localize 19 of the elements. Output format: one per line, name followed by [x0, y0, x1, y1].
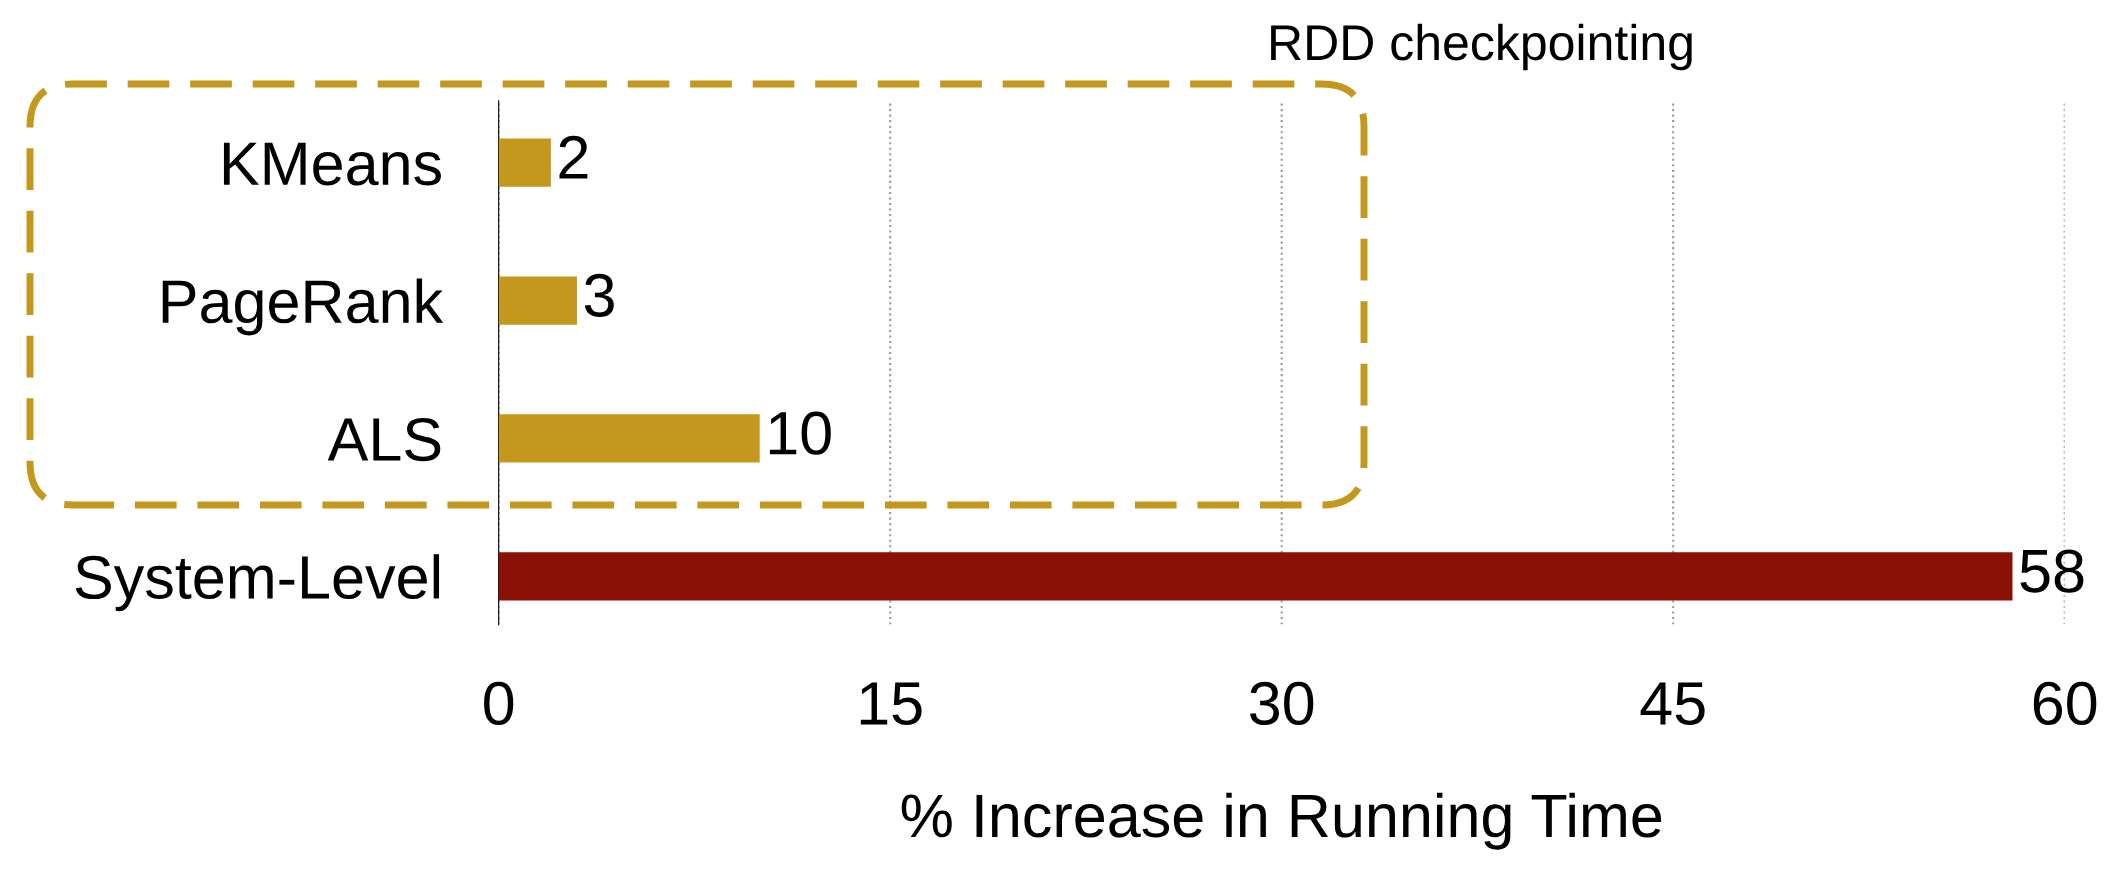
bar	[498, 276, 577, 325]
bar	[498, 414, 760, 463]
data-label: 2	[559, 135, 588, 179]
x-tick-label: 45	[1640, 682, 1705, 726]
y-tick-label: PageRank	[162, 278, 444, 336]
x-axis-title: % Increase in Running Time	[901, 792, 1662, 850]
x-tick-label: 60	[2033, 681, 2097, 726]
text: RDD checkpointing	[1271, 23, 1692, 71]
y-tick-label: System-Level	[75, 554, 440, 612]
y-tick-label: KMeans	[223, 142, 441, 186]
data-label: 3	[584, 273, 614, 317]
x-tick-label: 30	[1250, 681, 1314, 726]
bar	[498, 138, 551, 187]
data-label: 58	[2020, 549, 2084, 593]
data-label: 10	[769, 411, 831, 455]
bar	[498, 552, 2013, 601]
y-tick-label: ALS	[327, 417, 441, 462]
x-tick-label: 15	[860, 682, 922, 726]
x-tick-label: 0	[484, 681, 514, 726]
